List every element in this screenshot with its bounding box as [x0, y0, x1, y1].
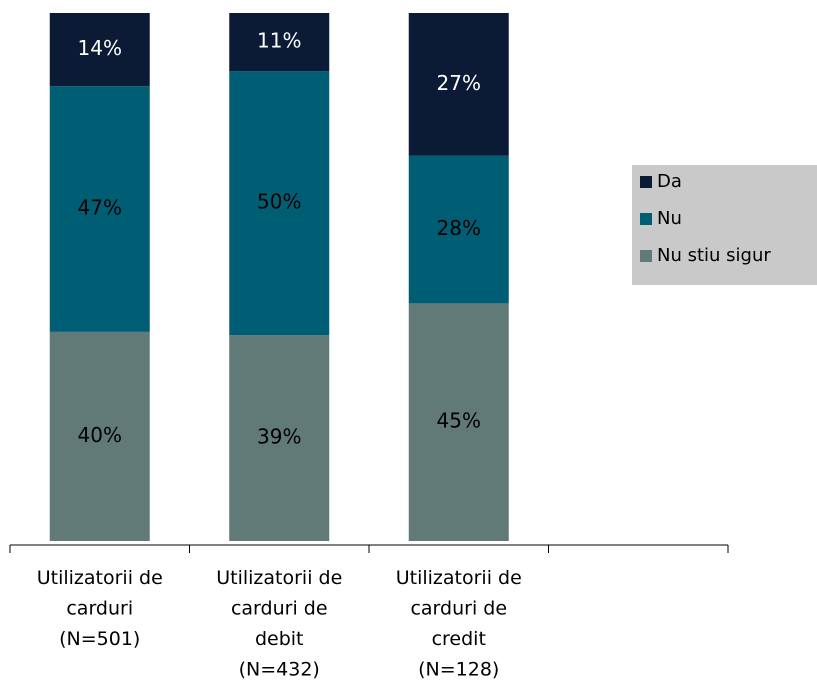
data-label: 45%	[437, 409, 481, 433]
x-tick-label-line: credit	[432, 628, 486, 650]
x-tick-label-line: Utilizatorii de	[396, 567, 522, 589]
x-tick-label-line: (N=501)	[59, 628, 140, 650]
legend-label: Nu	[657, 208, 682, 229]
x-tick-label-line: (N=128)	[418, 658, 499, 680]
bar-segment	[408, 155, 509, 304]
bar-segment	[229, 71, 330, 336]
legend-label: Nu stiu sigur	[657, 245, 771, 266]
legend-label: Da	[657, 171, 682, 192]
data-label: 40%	[78, 423, 122, 447]
bar-segment	[49, 331, 150, 541]
x-tick-label: Utilizatorii de carduri de credit (N=128)	[396, 567, 522, 681]
data-label: 39%	[257, 425, 301, 449]
legend-swatch	[640, 176, 652, 188]
bar-segment	[408, 303, 509, 541]
bar-segment	[49, 13, 150, 87]
legend-box	[632, 165, 817, 285]
data-label: 28%	[437, 216, 481, 240]
x-tick-label: Utilizatorii de carduri de debit (N=432)	[216, 567, 342, 681]
legend-swatch	[640, 213, 652, 225]
data-label: 14%	[78, 36, 122, 60]
x-tick-label-line: (N=432)	[239, 658, 320, 680]
x-tick-label-line: Utilizatorii de	[37, 567, 163, 589]
bar-segment	[229, 335, 330, 541]
x-tick-label-line: Utilizatorii de	[216, 567, 342, 589]
bar-segment	[229, 13, 330, 72]
x-tick-label: Utilizatorii de carduri (N=501)	[37, 567, 163, 650]
x-tick-label-line: carduri de	[410, 597, 507, 619]
legend-swatch	[640, 250, 652, 262]
data-label: 47%	[78, 196, 122, 220]
x-tick-label-line: debit	[255, 628, 304, 650]
x-tick-label-line: carduri	[66, 597, 133, 619]
bar-segment	[49, 86, 150, 332]
data-label: 50%	[257, 190, 301, 214]
x-tick-label-line: carduri de	[231, 597, 328, 619]
data-label: 11%	[257, 29, 301, 53]
bar-segment	[408, 13, 509, 156]
data-label: 27%	[437, 71, 481, 95]
